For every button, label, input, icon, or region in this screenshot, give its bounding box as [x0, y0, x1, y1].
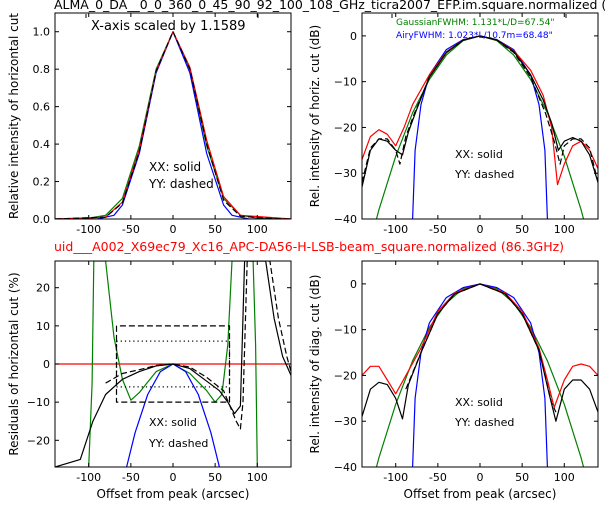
top-right-series-3-black-solid — [362, 35, 598, 188]
bottom-right-frame — [361, 260, 599, 468]
bottom-left-annotation-1: YY: dashed — [148, 437, 208, 450]
bottom-right-ytick-label: −40 — [334, 461, 357, 474]
top-right-frame — [361, 12, 599, 220]
top-right-xtick-label: 50 — [515, 223, 529, 236]
bottom-right-panel: -100 -50 0 50 100 −40 −30 −20 −10 0 Rel. intensity… — [308, 260, 599, 501]
bottom-left-series-group — [55, 261, 291, 467]
top-left-annotation-0: X-axis scaled by 1.1589 — [91, 19, 246, 34]
bottom-left-xtick-label: 100 — [247, 471, 268, 484]
top-right-series-4-black-dashed — [362, 35, 598, 183]
top-right-panel: -100 -50 0 50 100 −40 −30 −20 −10 0 Rel. intensity… — [308, 12, 599, 236]
bottom-right-xtick-label: -100 — [383, 471, 408, 484]
top-right-annotation-3: YY: dashed — [454, 168, 514, 181]
top-right-ytick-label: 0 — [350, 30, 357, 43]
bottom-right-series-2-red-solid — [362, 283, 598, 409]
top-left-ytick-label: 0.6 — [33, 101, 51, 114]
top-right-xtick-label: 0 — [477, 223, 484, 236]
top-left-ytick-label: 0.0 — [33, 213, 51, 226]
top-right-ytick-label: −30 — [334, 167, 357, 180]
bottom-right-xtick-label: -50 — [429, 471, 447, 484]
top-left-ytick-label: 0.4 — [33, 138, 51, 151]
top-left-xtick-label: -50 — [122, 223, 140, 236]
top-left-ytick-label: 1.0 — [33, 26, 51, 39]
bottom-left-series-3-black-solid — [55, 261, 291, 467]
top-right-ytick-label: −40 — [334, 213, 357, 226]
bottom-left-xtick-label: -100 — [76, 471, 101, 484]
top-left-xtick-label: 0 — [170, 223, 177, 236]
bottom-left-ytick-label: 10 — [36, 320, 50, 333]
middle-title: uid___A002_X69ec79_Xc16_APC-DA56-H-LSB-b… — [54, 239, 564, 254]
bottom-right-series-1-blue-solid — [412, 283, 548, 467]
top-left-ytick-label: 0.2 — [33, 176, 51, 189]
bottom-right-xlabel: Offset from peak (arcsec) — [404, 487, 557, 501]
bottom-right-ytick-label: 0 — [350, 278, 357, 291]
bottom-left-ytick-label: −10 — [27, 396, 50, 409]
top-left-panel: -100 -50 0 50 100 0.0 0.2 0.4 0.6 0.8 1.0 Relative … — [7, 12, 292, 236]
top-right-xtick-label: -100 — [383, 223, 408, 236]
top-left-ylabel: Relative intensity of horizontal cut — [7, 13, 21, 219]
bottom-left-ytick-label: 0 — [43, 358, 50, 371]
top-right-xtick-label: -50 — [429, 223, 447, 236]
top-right-series-2-red-solid — [362, 35, 598, 186]
top-left-annotation-1: XX: solid — [149, 160, 201, 174]
bottom-left-xtick-label: 0 — [170, 471, 177, 484]
bottom-left-xtick-label: -50 — [122, 471, 140, 484]
top-right-annotation-2: XX: solid — [455, 148, 503, 161]
top-left-series-3-black-dashed — [55, 31, 291, 219]
top-title: ALMA_0_DA__0_0_360_0_45_90_92_100_108_GH… — [54, 0, 606, 12]
bottom-left-panel: -100 -50 0 50 100 −20 −10 0 10 20 Residuals of hor… — [7, 260, 292, 501]
top-right-ylabel: Rel. intensity of horiz. cut (dB) — [308, 25, 322, 207]
top-right-ytick-label: −20 — [334, 121, 357, 134]
bottom-right-annotation-0: XX: solid — [455, 396, 503, 409]
bottom-left-ytick-label: −20 — [27, 434, 50, 447]
top-right-series-1-blue-solid — [412, 35, 548, 219]
top-left-xtick-label: 100 — [247, 223, 268, 236]
bottom-right-series-group — [362, 283, 598, 467]
top-left-ytick-label: 0.8 — [33, 63, 51, 76]
bottom-left-xtick-label: 50 — [208, 471, 222, 484]
bottom-right-xtick-label: 100 — [554, 471, 575, 484]
bottom-right-ytick-label: −10 — [334, 324, 357, 337]
bottom-left-ytick-label: 20 — [36, 282, 50, 295]
top-right-annotation-0: GaussianFWHM: 1.131*L/D=67.54" — [396, 18, 554, 28]
bottom-right-ytick-label: −20 — [334, 369, 357, 382]
top-right-series-group — [362, 35, 598, 219]
top-right-xtick-label: 100 — [554, 223, 575, 236]
bottom-left-annotation-0: XX: solid — [149, 416, 197, 429]
top-left-series-group — [55, 31, 291, 219]
bottom-right-annotation-1: YY: dashed — [454, 416, 514, 429]
bottom-right-ylabel: Rel. intensity of diag. cut (dB) — [308, 275, 322, 454]
top-right-ytick-label: −10 — [334, 76, 357, 89]
bottom-left-series-4-black-dashed — [105, 261, 291, 430]
bottom-right-ytick-label: −30 — [334, 415, 357, 428]
top-left-xtick-label: -100 — [76, 223, 101, 236]
bottom-right-xtick-label: 50 — [515, 471, 529, 484]
top-left-annotation-2: YY: dashed — [148, 177, 214, 191]
top-right-annotation-1: AiryFWHM: 1.023*L/10.7m=68.48" — [396, 31, 553, 41]
bottom-left-xlabel: Offset from peak (arcsec) — [97, 487, 250, 501]
bottom-right-xtick-label: 0 — [477, 471, 484, 484]
bottom-left-series-5-black-dashed — [115, 325, 231, 403]
top-left-xtick-label: 50 — [208, 223, 222, 236]
bottom-left-ylabel: Residuals of horizontal cut (%) — [7, 272, 21, 455]
bottom-right-series-4-black-dashed — [405, 283, 557, 413]
